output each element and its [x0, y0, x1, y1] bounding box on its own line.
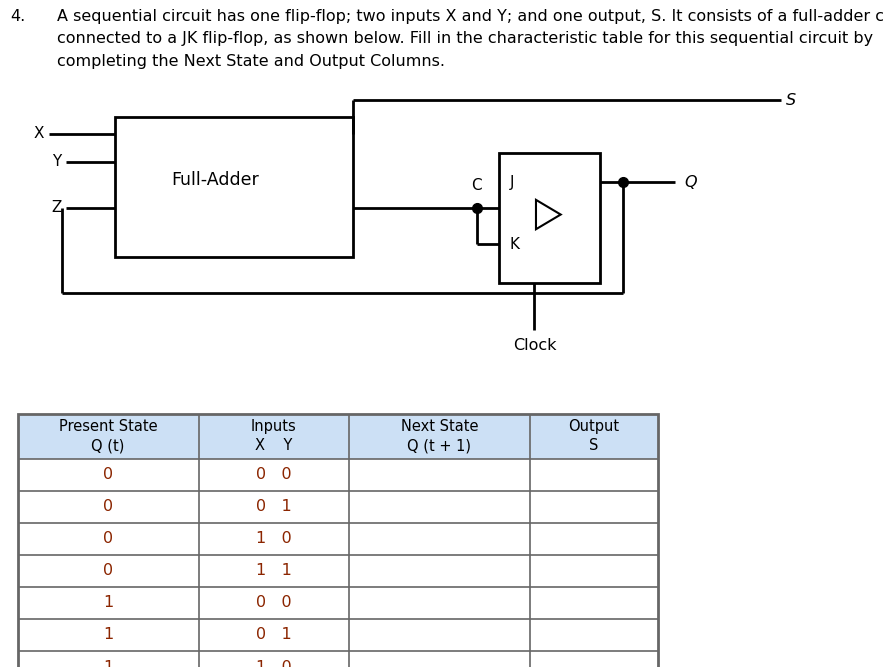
Text: K: K — [509, 237, 519, 252]
Text: 0   0: 0 0 — [256, 468, 291, 482]
Text: Output
S: Output S — [569, 419, 619, 454]
Text: 1   0: 1 0 — [256, 532, 291, 546]
Text: 0: 0 — [103, 564, 113, 578]
Text: Present State
Q (t): Present State Q (t) — [59, 419, 157, 454]
Text: A sequential circuit has one flip-flop; two inputs X and Y; and one output, S. I: A sequential circuit has one flip-flop; … — [57, 9, 883, 69]
Text: S: S — [786, 93, 796, 107]
Text: Clock: Clock — [513, 338, 556, 353]
Bar — [18, 414, 658, 667]
Bar — [18, 459, 658, 491]
Text: 0   1: 0 1 — [256, 500, 291, 514]
Bar — [18, 587, 658, 619]
Text: 0: 0 — [103, 532, 113, 546]
Text: Full-Adder: Full-Adder — [171, 171, 259, 189]
Bar — [115, 117, 353, 257]
Text: 0: 0 — [103, 500, 113, 514]
Bar — [18, 414, 658, 459]
Bar — [18, 651, 658, 667]
Text: Inputs
X    Y: Inputs X Y — [251, 419, 297, 454]
Text: J: J — [509, 175, 514, 189]
Bar — [18, 619, 658, 651]
Bar — [499, 153, 600, 283]
Text: 0: 0 — [103, 468, 113, 482]
Text: Next State
Q (t + 1): Next State Q (t + 1) — [401, 419, 478, 454]
Text: 0   1: 0 1 — [256, 628, 291, 642]
Text: Y: Y — [53, 154, 62, 169]
Text: X: X — [34, 126, 44, 141]
Text: 1: 1 — [103, 628, 113, 642]
Text: Q: Q — [684, 175, 697, 189]
Text: 1   1: 1 1 — [256, 564, 291, 578]
Text: C: C — [472, 178, 482, 193]
Text: 1: 1 — [103, 660, 113, 667]
Text: 1   0: 1 0 — [256, 660, 291, 667]
Text: 1: 1 — [103, 596, 113, 610]
Bar — [18, 555, 658, 587]
Bar — [18, 491, 658, 523]
Text: 4.: 4. — [11, 9, 26, 23]
Text: Z: Z — [51, 200, 62, 215]
Bar — [18, 523, 658, 555]
Text: 0   0: 0 0 — [256, 596, 291, 610]
